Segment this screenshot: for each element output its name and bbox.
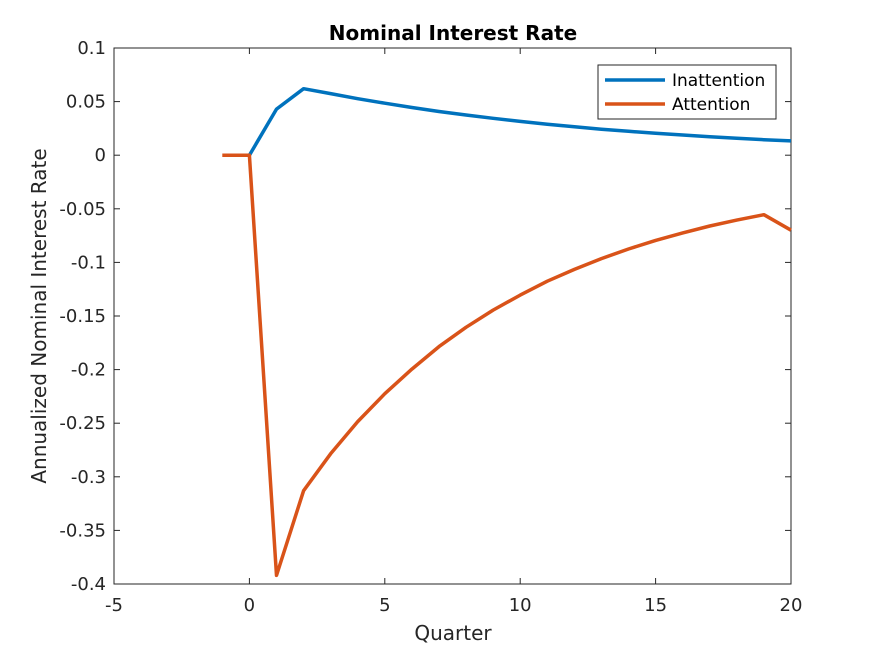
y-tick-label: -0.35 xyxy=(59,520,106,541)
axes-box xyxy=(113,47,792,585)
legend-label-inattention: Inattention xyxy=(672,71,765,91)
y-tick-label: 0.05 xyxy=(66,92,106,113)
series-line-attention xyxy=(222,153,792,578)
chart-title: Nominal Interest Rate xyxy=(329,21,577,45)
y-tick-label: -0.25 xyxy=(59,413,106,434)
x-tick-label: -5 xyxy=(105,595,123,616)
y-axis-label: Annualized Nominal Interest Rate xyxy=(27,148,51,483)
y-tick-label: 0 xyxy=(95,145,106,166)
y-tick-label: 0.1 xyxy=(77,38,106,59)
legend-box xyxy=(597,64,777,120)
x-tick-label: 0 xyxy=(244,595,255,616)
y-tick-label: -0.05 xyxy=(59,199,106,220)
x-tick-label: 10 xyxy=(509,595,532,616)
y-tick-label: -0.2 xyxy=(71,360,106,381)
y-tick-label: -0.15 xyxy=(59,306,106,327)
y-tick-label: -0.1 xyxy=(71,252,106,273)
series-line-inattention xyxy=(247,86,792,157)
legend: Inattention Attention xyxy=(597,64,777,120)
x-axis-label: Quarter xyxy=(414,621,492,645)
legend-label-attention: Attention xyxy=(672,95,750,115)
y-tick-label: -0.3 xyxy=(71,467,106,488)
plot-area: -5 0 5 10 15 20 0.1 0.05 0 -0.05 -0.1 -0.15 -0.2 -0.2… xyxy=(59,38,802,616)
x-tick-label: 5 xyxy=(379,595,390,616)
x-tick-label: 15 xyxy=(644,595,667,616)
y-tick-label: -0.4 xyxy=(71,574,106,595)
x-tick-label: 20 xyxy=(780,595,803,616)
